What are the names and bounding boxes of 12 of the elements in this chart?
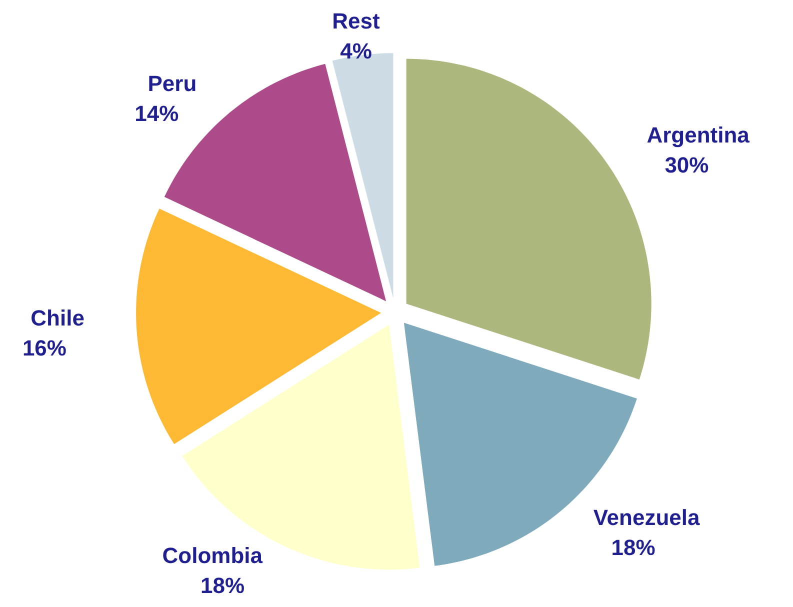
data-label: 18% (200, 572, 245, 598)
data-label: 16% (22, 336, 66, 361)
data-label: 14% (134, 100, 179, 126)
data-label: 4% (340, 38, 372, 64)
data-label: 30% (664, 152, 709, 178)
slice-label: Chile (30, 306, 84, 331)
slice-label: Venezuela (593, 505, 700, 530)
slice-label: Peru (148, 70, 197, 96)
slice-label: Argentina (646, 122, 750, 148)
data-label: 18% (611, 535, 656, 560)
slice-label: Colombia (162, 542, 264, 568)
slice-label: Rest (332, 8, 381, 34)
